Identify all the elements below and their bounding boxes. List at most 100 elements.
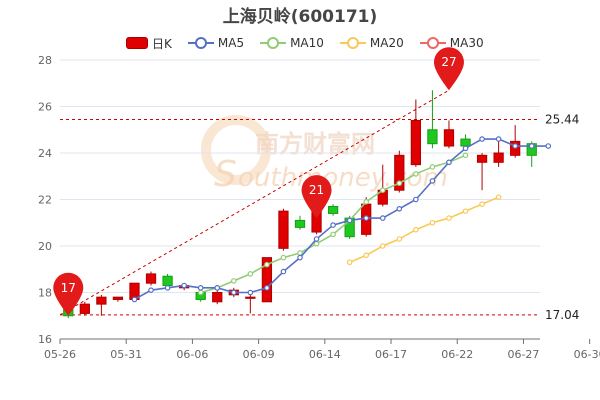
ma5-point [462, 145, 469, 152]
candle-body [261, 257, 273, 303]
ma20-point [462, 208, 469, 214]
ma10-point [429, 164, 436, 170]
ma5-point [413, 196, 419, 203]
ma10-point [197, 289, 204, 296]
watermark-en-text: outhmoney.com [238, 163, 448, 193]
candle-body [245, 296, 256, 299]
candle-body [79, 303, 90, 314]
x-tick-label: 06-14 [309, 348, 341, 361]
legend-item-ma30[interactable]: MA30 [419, 36, 484, 50]
candle-body [145, 273, 157, 284]
ma5-point [214, 285, 221, 291]
legend-dayk-swatch [126, 37, 148, 49]
ma5-point [363, 215, 370, 221]
candle-body [162, 275, 173, 287]
candle-body [443, 129, 455, 147]
legend-label-ma30: MA30 [449, 36, 484, 50]
candle-body [493, 152, 504, 163]
ma10-point [247, 271, 254, 277]
legend-label-ma10: MA10 [290, 36, 324, 50]
candle-body [410, 119, 421, 166]
ma5-point [545, 143, 552, 149]
legend-item-ma10[interactable]: MA10 [260, 36, 324, 50]
y-tick-label: 20 [38, 240, 52, 253]
pin-label: 17 [61, 281, 76, 295]
ma20-point [379, 243, 386, 249]
ma5-point [280, 268, 287, 275]
ref-label-low: 17.04 [545, 308, 579, 322]
ma5-point [479, 136, 485, 142]
ma10-point [462, 152, 469, 159]
y-tick-label: 18 [38, 287, 52, 300]
ma10-point [264, 261, 270, 268]
legend-item-ma5[interactable]: MA5 [187, 36, 245, 50]
legend-label-ma20: MA20 [369, 36, 404, 50]
trend-line [59, 89, 450, 316]
ma10-point [413, 171, 419, 177]
y-tick-label: 16 [38, 333, 52, 346]
ma10-point [396, 180, 403, 187]
legend-ma10-swatch [260, 37, 287, 49]
legend-ma20-swatch [339, 37, 366, 49]
ma5-point [181, 282, 187, 289]
candle-body [294, 219, 306, 228]
ma20-point [446, 215, 452, 221]
ma5-point [148, 287, 154, 293]
ma20-point [346, 259, 353, 266]
ma10-point [379, 187, 386, 194]
pin-marker [301, 175, 332, 219]
ma5-point [197, 285, 204, 291]
ma5-point [379, 215, 386, 221]
ma20-point [479, 201, 485, 207]
ma5-point [528, 143, 535, 149]
ma10-point [363, 199, 370, 205]
ma5-point [164, 285, 171, 291]
legend-label-ma5: MA5 [217, 36, 245, 50]
ma5-point [495, 136, 502, 142]
legend-item-ma20[interactable]: MA20 [339, 36, 404, 50]
x-tick-label: 05-31 [110, 348, 142, 361]
y-tick-label: 26 [38, 101, 52, 114]
ma5-point [330, 222, 336, 228]
pin-label: 21 [309, 183, 324, 197]
ma10-point [313, 240, 320, 247]
legend-ma5-swatch [187, 37, 214, 49]
ma5-point [247, 289, 254, 296]
candle-body [278, 210, 289, 249]
y-tick-label: 24 [38, 147, 52, 160]
x-tick-label: 06-27 [507, 348, 539, 361]
candle-body [427, 129, 438, 145]
pin-marker [53, 272, 84, 316]
ma20-point [363, 252, 370, 259]
ma5-point [230, 289, 237, 296]
ma5-point [313, 236, 320, 242]
chart-title: 上海贝岭(600171) [222, 7, 378, 27]
ref-label-high: 25.44 [545, 113, 579, 127]
x-tick-label: 06-09 [243, 348, 275, 361]
candle-body [460, 138, 471, 147]
chart-legend: 日K MA5 MA10 MA20 MA30 [126, 33, 500, 53]
ma5-point [396, 206, 403, 212]
ma10-point [230, 278, 237, 284]
ma5-point [264, 285, 270, 291]
ma5-point [297, 254, 303, 261]
legend-item-dayk[interactable]: 日K [126, 35, 172, 52]
legend-ma30-swatch [419, 37, 446, 49]
ma20-line [349, 196, 499, 264]
legend-label-dayk: 日K [152, 36, 172, 51]
pin-marker [433, 47, 464, 91]
ma20-point [396, 236, 403, 242]
ma5-point [131, 296, 138, 303]
ma20-point [429, 219, 436, 226]
ma20-point [413, 226, 419, 233]
ma5-point [429, 178, 436, 184]
y-tick-label: 22 [38, 194, 52, 207]
candle-body [96, 296, 107, 305]
x-tick-label: 06-22 [441, 348, 473, 361]
ma5-point [346, 217, 353, 224]
watermark-cn-text: 南方财富网 [255, 130, 375, 158]
candle-body [327, 205, 339, 214]
candle-body [112, 296, 124, 300]
ma5-point [512, 143, 518, 149]
